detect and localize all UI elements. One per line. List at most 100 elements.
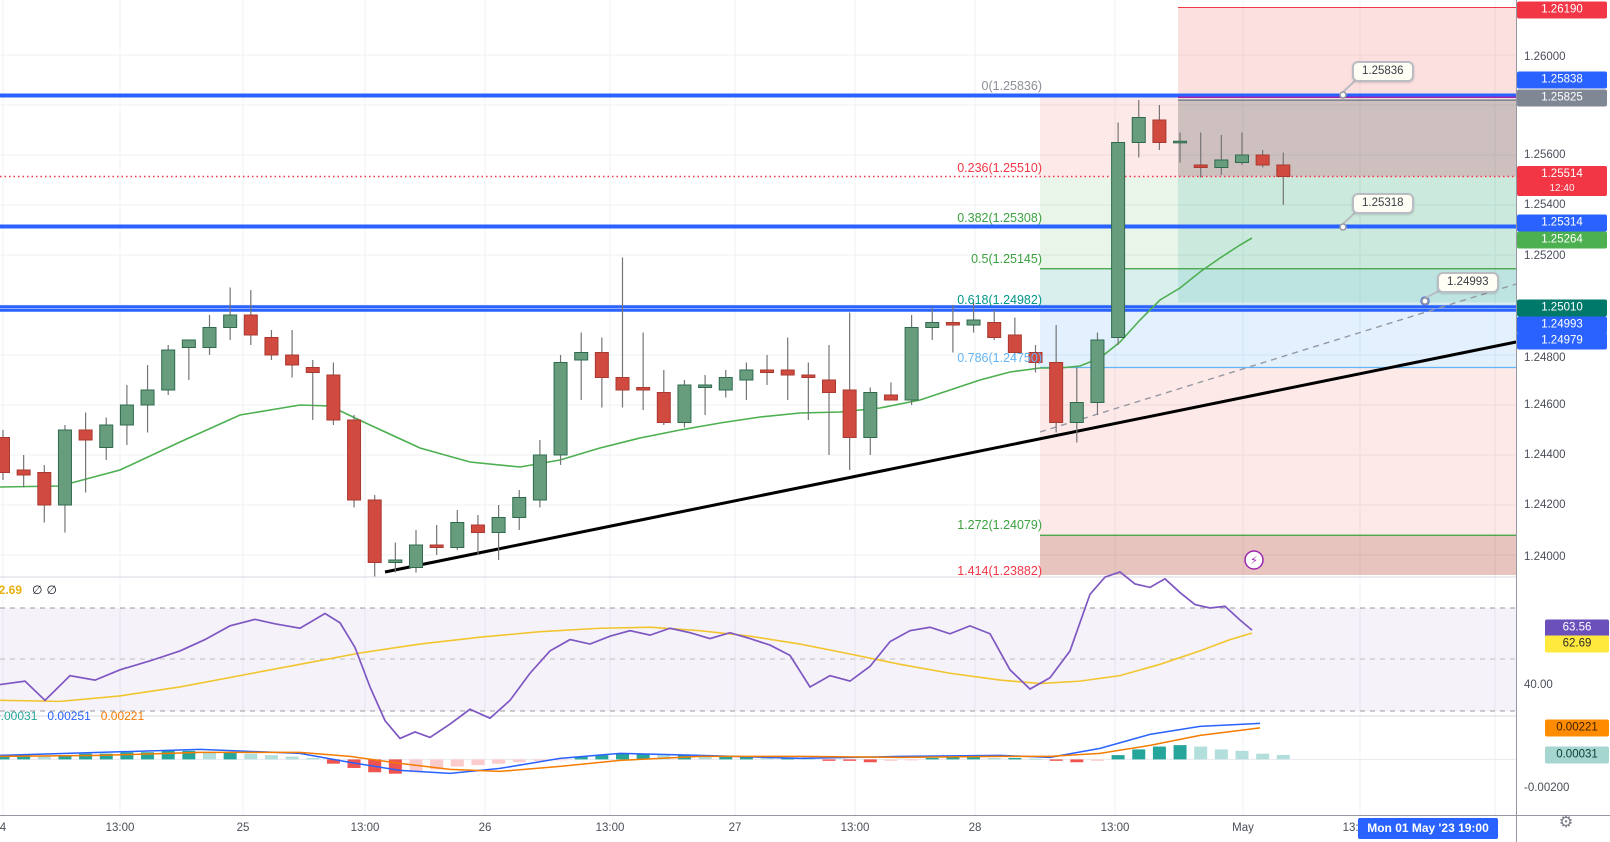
candle-body[interactable]	[243, 314, 258, 336]
candle-body[interactable]	[99, 424, 114, 448]
candle-body[interactable]	[801, 374, 816, 378]
macd-histogram-bar	[925, 757, 939, 760]
candle-body[interactable]	[1276, 164, 1291, 177]
candle-body[interactable]	[367, 499, 382, 563]
candle-body[interactable]	[305, 367, 320, 373]
candle-body[interactable]	[1235, 154, 1249, 163]
candle-body[interactable]	[1131, 117, 1146, 143]
macd-histogram-bar	[79, 753, 93, 760]
candle-body[interactable]	[718, 377, 733, 391]
macd-histogram-bar	[905, 759, 919, 761]
trend-line[interactable]	[384, 340, 1517, 574]
candle-body[interactable]	[1111, 142, 1126, 338]
candle-body[interactable]	[1173, 140, 1188, 144]
candle-body[interactable]	[512, 497, 527, 518]
macd-histogram-bar	[1152, 746, 1166, 760]
macd-signal-line	[0, 727, 1261, 773]
candle-body[interactable]	[760, 369, 775, 373]
candle-body[interactable]	[822, 379, 836, 393]
candle-body[interactable]	[0, 437, 10, 473]
macd-histogram-bar	[492, 759, 506, 764]
candle-body[interactable]	[966, 319, 981, 326]
alert-bolt-icon[interactable]: ⚡	[1250, 555, 1258, 567]
candle-body[interactable]	[553, 362, 568, 456]
candle-body[interactable]	[1090, 339, 1105, 403]
candle-body[interactable]	[1069, 402, 1084, 423]
axis-settings-gear-icon[interactable]: ⚙	[1558, 814, 1574, 831]
candle-body[interactable]	[450, 522, 465, 548]
candle-body[interactable]	[842, 389, 857, 438]
candle-body[interactable]	[1049, 362, 1064, 423]
candle-body[interactable]	[140, 389, 155, 406]
macd-histogram-bar	[512, 759, 526, 763]
candle-body[interactable]	[470, 524, 485, 533]
candle-body[interactable]	[409, 544, 423, 568]
candle-body[interactable]	[223, 314, 238, 328]
candle-body[interactable]	[37, 472, 52, 506]
rsi-line	[0, 570, 1253, 740]
candle-body[interactable]	[1028, 352, 1043, 363]
candle-body[interactable]	[57, 429, 72, 506]
callout-anchor-dot	[1339, 223, 1347, 231]
candle-body[interactable]	[1214, 159, 1229, 168]
macd-histogram-bar	[698, 756, 712, 760]
candle-body[interactable]	[285, 354, 300, 366]
macd-histogram-bar	[120, 752, 134, 760]
candle-body[interactable]	[491, 517, 506, 533]
candle-body[interactable]	[698, 384, 713, 388]
candle-body[interactable]	[429, 544, 444, 548]
macd-histogram-bar	[1173, 745, 1187, 760]
macd-histogram-bar	[554, 759, 568, 761]
candle-body[interactable]	[636, 387, 651, 391]
macd-histogram-bar	[1194, 746, 1208, 760]
candle-body[interactable]	[78, 429, 93, 441]
candle-body[interactable]	[347, 419, 362, 501]
macd-histogram-bar	[1029, 758, 1042, 760]
candle-body[interactable]	[863, 392, 878, 438]
candle-body[interactable]	[388, 559, 403, 563]
candle-body[interactable]	[780, 369, 795, 376]
candle-body[interactable]	[945, 322, 960, 326]
candle-body[interactable]	[904, 327, 919, 401]
macd-histogram-bar	[1276, 754, 1290, 760]
candle-body[interactable]	[883, 394, 898, 401]
candle-body[interactable]	[16, 469, 31, 476]
macd-histogram-bar	[182, 750, 196, 760]
candle-body[interactable]	[181, 339, 196, 348]
candle-body[interactable]	[739, 369, 754, 381]
macd-histogram-bar	[223, 752, 237, 760]
macd-histogram-bar	[987, 757, 1001, 760]
macd-histogram-bar	[967, 756, 981, 760]
candle-body[interactable]	[615, 377, 630, 391]
fib-zone	[1040, 535, 1516, 575]
candle-body[interactable]	[264, 337, 279, 356]
candle-body[interactable]	[326, 374, 341, 421]
candle-body[interactable]	[656, 392, 671, 423]
candle-body[interactable]	[1152, 119, 1167, 143]
candle-body[interactable]	[987, 322, 1002, 338]
macd-histogram-bar	[450, 759, 464, 767]
candle-body[interactable]	[1255, 154, 1270, 166]
candle-body[interactable]	[1007, 334, 1022, 353]
candle-body[interactable]	[119, 404, 134, 426]
callout-anchor-dot	[1421, 297, 1429, 305]
macd-histogram-bar	[533, 759, 547, 761]
candle-body[interactable]	[1193, 164, 1208, 168]
candle-body[interactable]	[677, 384, 692, 423]
candle-body[interactable]	[574, 352, 589, 361]
candle-body[interactable]	[532, 454, 547, 501]
candle-body[interactable]	[594, 352, 609, 378]
rsi-band-fill	[0, 608, 1516, 711]
macd-histogram-bar	[99, 753, 113, 760]
macd-histogram-bar	[1049, 759, 1063, 761]
candle-body[interactable]	[202, 327, 217, 348]
macd-histogram-bar	[0, 756, 10, 760]
macd-histogram-bar	[739, 756, 753, 760]
macd-histogram-bar	[430, 759, 444, 770]
alert-bolt-circle[interactable]	[1244, 550, 1264, 570]
candle-body[interactable]	[925, 322, 940, 328]
fib-zone	[1040, 367, 1516, 536]
candle-body[interactable]	[161, 349, 176, 391]
